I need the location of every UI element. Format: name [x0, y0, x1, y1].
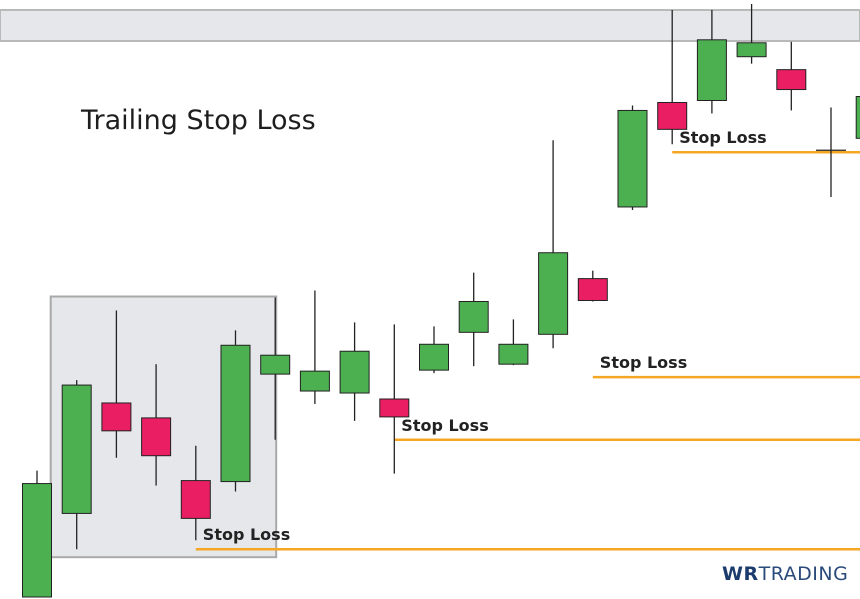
candle-10 — [379, 324, 410, 474]
candle-21 — [816, 107, 846, 198]
chart-title: Trailing Stop Loss — [80, 105, 316, 136]
candle-9 — [339, 322, 370, 421]
top-band — [0, 9, 860, 42]
candle-body-10 — [379, 398, 410, 418]
candle-1 — [22, 470, 52, 598]
candle-body-20 — [776, 69, 807, 91]
candle-17 — [657, 9, 688, 145]
candle-body-11 — [419, 343, 449, 371]
candle-6 — [220, 330, 251, 492]
candle-body-19 — [736, 42, 767, 58]
candle-12 — [458, 272, 489, 367]
candle-14 — [538, 140, 569, 349]
stop-loss-label-3: Stop Loss — [600, 353, 687, 372]
candle-body-4 — [141, 417, 172, 457]
candle-4 — [141, 364, 172, 486]
candle-11 — [419, 326, 449, 374]
candle-8 — [299, 290, 330, 404]
candle-body-15 — [577, 278, 608, 301]
brand-name: TRADING — [758, 563, 849, 585]
candle-16 — [617, 105, 648, 210]
candle-3 — [101, 310, 132, 458]
candle-15 — [577, 270, 608, 302]
candle-body-6 — [220, 344, 251, 483]
candle-body-13 — [498, 343, 529, 365]
candle-body-2 — [61, 384, 92, 514]
candle-22 — [855, 96, 860, 139]
candle-body-14 — [538, 252, 569, 335]
brand-mark: WR — [722, 563, 759, 585]
candle-18 — [696, 9, 727, 114]
stop-loss-label-1: Stop Loss — [203, 525, 290, 544]
candle-7 — [260, 297, 291, 440]
candle-body-7 — [260, 354, 291, 375]
candle-body-12 — [458, 300, 489, 333]
candle-2 — [61, 380, 92, 550]
candle-13 — [498, 319, 529, 366]
candle-body-22 — [855, 96, 860, 139]
stop-loss-label-4: Stop Loss — [679, 128, 766, 147]
candle-20 — [776, 41, 807, 111]
candle-body-1 — [22, 483, 52, 598]
candle-19 — [736, 3, 767, 64]
candle-body-16 — [617, 109, 648, 208]
candle-5 — [180, 445, 211, 541]
brand-logo: WRTRADING — [722, 563, 848, 585]
candle-body-8 — [299, 370, 330, 392]
candle-body-18 — [696, 39, 727, 101]
stop-loss-label-2: Stop Loss — [401, 416, 488, 435]
candle-body-9 — [339, 350, 370, 394]
candle-body-3 — [101, 402, 132, 432]
candle-body-5 — [180, 480, 211, 519]
candle-body-17 — [657, 101, 688, 130]
